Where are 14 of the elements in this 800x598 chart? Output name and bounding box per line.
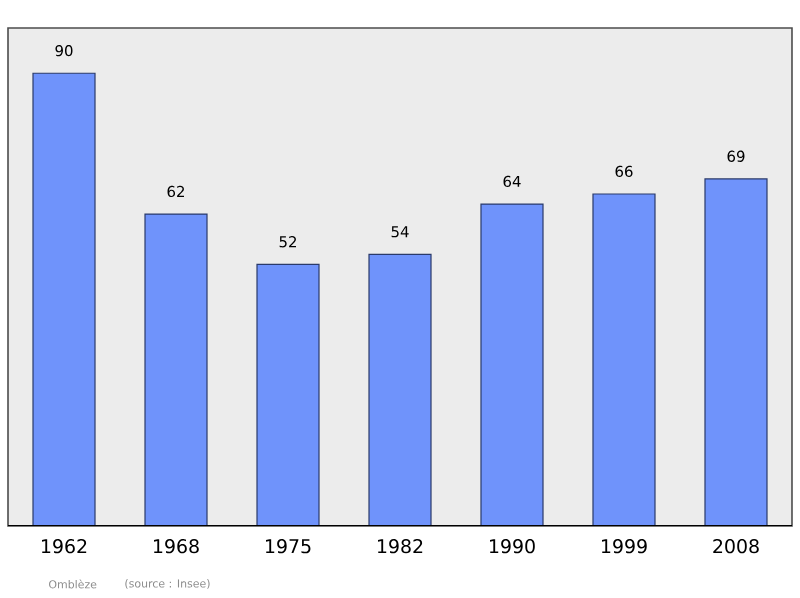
- x-tick-label: 1962: [42, 539, 87, 554]
- bar: [592, 193, 656, 526]
- x-tick-label: 1968: [154, 539, 199, 554]
- bar: [704, 178, 768, 526]
- bar: [144, 213, 208, 526]
- x-tick-label: 2008: [713, 539, 759, 554]
- bar: [256, 263, 320, 526]
- x-tick-label: 1990: [490, 539, 535, 554]
- bar: [32, 72, 96, 526]
- bar: [480, 203, 544, 526]
- x-tick-label: 1999: [602, 539, 647, 554]
- bar: [368, 253, 432, 526]
- x-tick-label: 1975: [266, 539, 311, 554]
- x-tick-label: 1982: [378, 539, 423, 554]
